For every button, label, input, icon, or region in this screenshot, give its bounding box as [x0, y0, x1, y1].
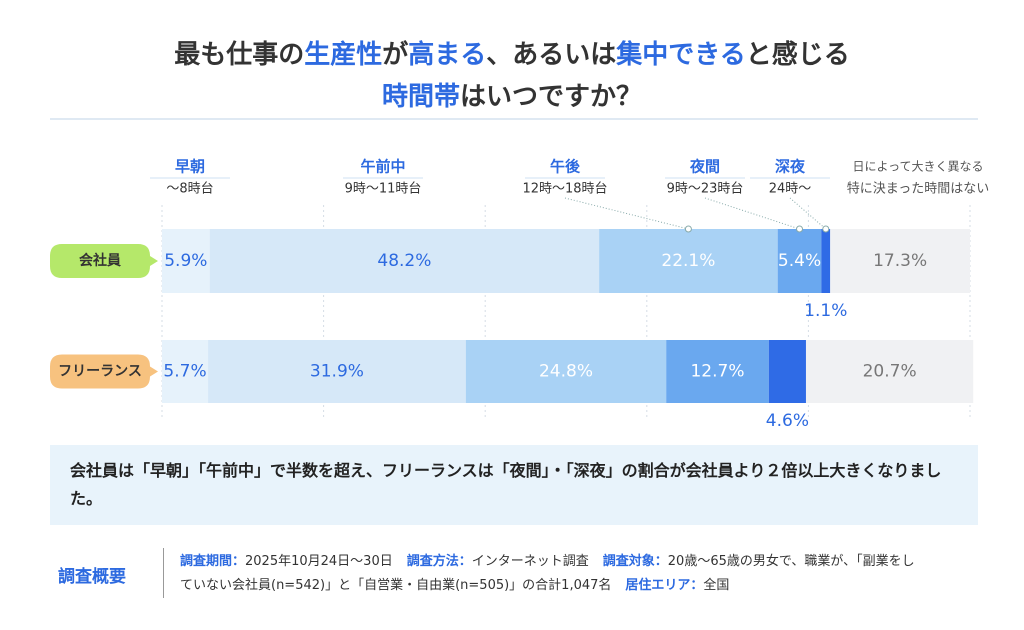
value-label: 20.7% [863, 362, 917, 382]
survey-label: 調査方法： [406, 554, 472, 569]
survey-label: 調査対象： [602, 554, 668, 569]
bar-segment [209, 229, 600, 293]
value-label: 4.6% [766, 411, 809, 431]
title-part: 、あるいは [486, 40, 616, 70]
chart: 最も仕事の生産性が高まる、あるいは集中できると感じる時間帯はいつですか？早朝～8… [50, 39, 989, 431]
survey-text: 2025年10月24日～30日 [245, 554, 393, 569]
bar-segment [777, 229, 822, 293]
value-label: 5.7% [163, 362, 206, 382]
title-part: 集中できる [615, 39, 745, 70]
legend-period: ～8時台 [166, 182, 213, 197]
legend-period: 特に決まった時間はない [847, 182, 989, 197]
value-label: 31.9% [310, 362, 364, 382]
title-part: 生産性 [304, 39, 382, 70]
legend-period: 24時～ [769, 182, 812, 197]
legend-note: 日によって大きく異なる [852, 160, 983, 174]
bar-segment [162, 340, 209, 403]
survey-text: 20歳～65歳の男女で、職業が、「副業をしていない会社員(n=542)」と「自営… [180, 554, 915, 593]
value-label: 24.8% [539, 362, 593, 382]
chart-title: 時間帯はいつですか？ [382, 82, 642, 112]
legend-name: 午後 [550, 158, 581, 176]
bar-segment [768, 340, 806, 403]
row-name: 会社員 [79, 252, 121, 269]
bar-segment [465, 340, 667, 403]
value-label: 5.9% [164, 251, 207, 271]
note: 会社員は「早朝」「午前中」で半数を超え、フリーランスは「夜間」・「深夜」の割合が… [50, 445, 978, 525]
survey-text: 全国 [703, 578, 730, 593]
survey-label: 調査期間： [180, 554, 246, 569]
survey-text: インターネット調査 [471, 554, 589, 569]
legend-name: 早朝 [175, 158, 205, 176]
survey-item: 調査期間：2025年10月24日～30日 [180, 554, 393, 569]
title-part: が [382, 39, 408, 70]
survey-heading: 調査概要 [58, 567, 126, 587]
bar-segment [821, 229, 831, 293]
bar-segment [599, 229, 778, 293]
legend-period: 9時～11時台 [345, 182, 422, 197]
bar-segment [830, 229, 970, 293]
title-part: 最も仕事の [174, 40, 304, 70]
value-label: 48.2% [377, 251, 431, 271]
bar-segment [162, 229, 210, 293]
legend-name: 深夜 [775, 158, 806, 176]
row-label: フリーランス [50, 354, 158, 389]
row-bubble [50, 244, 158, 278]
value-label: 22.1% [661, 251, 715, 271]
title-part: はいつですか？ [460, 82, 642, 112]
survey-rule [163, 548, 164, 598]
title-part: 高まる [408, 39, 486, 70]
row-label: 会社員 [50, 244, 158, 278]
survey-item: 調査対象：20歳～65歳の男女で、職業が、「副業をしていない会社員(n=542)… [180, 554, 915, 593]
legend-period: 9時～23時台 [667, 182, 744, 197]
chart-title: 最も仕事の生産性が高まる、あるいは集中できると感じる [174, 39, 850, 70]
survey: 調査概要 調査期間：2025年10月24日～30日 調査方法：インターネット調査調… [50, 548, 978, 600]
connector [789, 197, 827, 230]
connector [564, 197, 689, 230]
survey-item: 調査方法：インターネット調査 [407, 554, 589, 569]
bar-segment [666, 340, 769, 403]
connector-dot [796, 225, 804, 233]
legend-period: 12時～18時台 [522, 182, 607, 197]
survey-body: 調査期間：2025年10月24日～30日 調査方法：インターネット調査 調査対象：2… [180, 550, 920, 598]
value-label: 12.7% [690, 362, 744, 382]
connector-dot [822, 225, 830, 233]
value-label: 17.3% [873, 251, 927, 271]
value-label: 1.1% [804, 301, 847, 321]
legend-name: 午前中 [360, 158, 405, 176]
bar-segment [805, 340, 974, 403]
connector-dot [684, 225, 692, 233]
row-bubble [50, 354, 158, 389]
bar-segment [208, 340, 466, 403]
value-label: 5.4% [778, 251, 821, 271]
title-part: と感じる [746, 40, 850, 70]
survey-item: 居住エリア：全国 [625, 578, 729, 593]
legend-name: 夜間 [689, 158, 720, 176]
connector [704, 197, 800, 230]
title-part: 時間帯 [382, 82, 460, 112]
survey-label: 居住エリア： [625, 578, 704, 593]
row-name: フリーランス [58, 364, 142, 380]
